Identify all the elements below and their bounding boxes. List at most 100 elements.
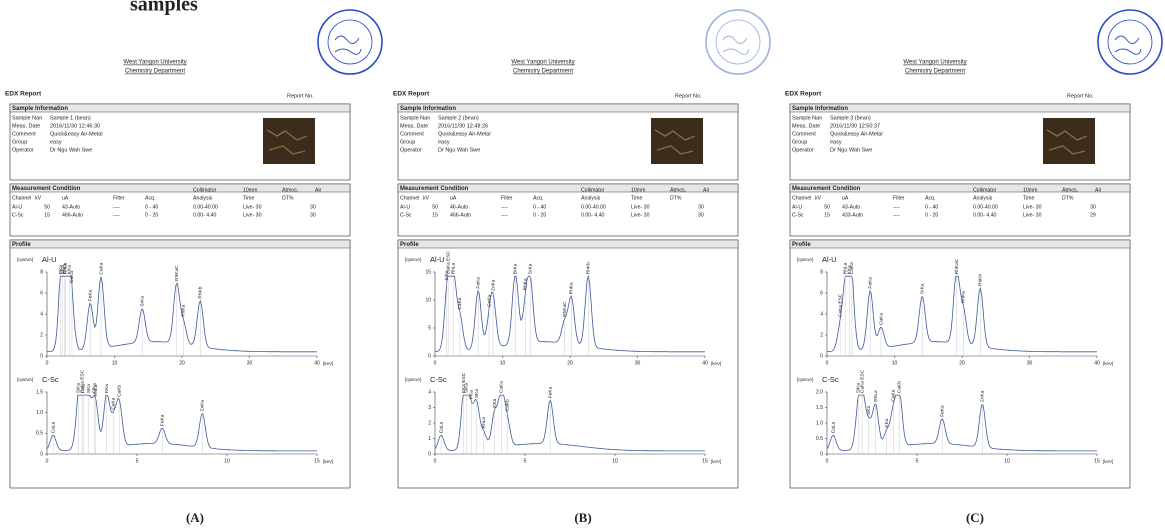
heading-fragment: samples: [130, 0, 198, 16]
sample-image: [1043, 118, 1095, 164]
column-header: Filter: [113, 195, 125, 201]
table-cell: Al-U: [12, 204, 22, 210]
peak-label: RhLa: [93, 384, 99, 396]
peak-label: CaKa: [69, 271, 75, 283]
y-tick-label: 6: [820, 290, 823, 296]
peak-label: SrKa: [527, 263, 533, 274]
peak-label: FeKa: [867, 277, 873, 289]
peak-label: CuKa: [878, 313, 884, 325]
table-cell: 30: [310, 212, 316, 218]
table-cell: 0.00- 4.40: [973, 212, 996, 218]
university: West Yangon University: [511, 60, 574, 66]
x-unit: [keV]: [323, 459, 333, 464]
peak-label: SrKa: [919, 283, 925, 294]
table-cell: 15: [432, 212, 438, 218]
table-cell: Live- 30: [1023, 212, 1042, 218]
x-tick-label: 20: [959, 360, 965, 366]
section-title: Measurement Condition: [12, 186, 81, 192]
x-tick-label: 10: [224, 458, 230, 464]
column-header: kV: [35, 195, 42, 201]
peak-label: RhKaC: [562, 301, 568, 317]
field-label: Sample Nan: [792, 115, 822, 121]
peak-label: FeKa: [159, 414, 165, 426]
table-cell: Al-U: [792, 204, 802, 210]
column-header: Channel: [400, 195, 419, 201]
field-value: Dr Ngu Wah Swe: [438, 147, 480, 153]
y-tick-label: 1.5: [36, 389, 43, 395]
peak-label: KKa: [884, 418, 890, 427]
table-cell: 0 - 20: [925, 212, 938, 218]
column-header: Filter: [893, 195, 905, 201]
x-tick-label: 0: [434, 458, 437, 464]
x-tick-label: 0: [434, 360, 437, 366]
field-label: Comment: [792, 131, 816, 137]
table-cell: 43-Auto: [842, 204, 860, 210]
field-label: Operator: [12, 147, 34, 153]
y-tick-label: 0: [820, 353, 823, 359]
x-tick-label: 30: [1027, 360, 1033, 366]
field-label: Meas. Date: [12, 123, 40, 129]
column-header: Acq.: [925, 195, 935, 201]
column-header: uA: [62, 195, 69, 201]
table-cell: ----: [893, 212, 900, 218]
peak-label: SKa: [474, 389, 480, 398]
peak-label: RhLa: [481, 417, 487, 429]
x-tick-label: 0: [46, 458, 49, 464]
table-cell: ----: [501, 212, 508, 218]
peak-label: RhKa: [569, 282, 575, 294]
y-tick-label: 0: [428, 451, 431, 457]
peak-label: PKa: [468, 390, 474, 399]
field-value: Dr Ngu Wah Swe: [830, 147, 872, 153]
x-tick-label: 5: [524, 458, 527, 464]
peak-label: KKa: [492, 398, 498, 407]
peak-label: SKa: [86, 384, 92, 393]
report-title: EDX Report: [785, 91, 822, 98]
report-title: EDX Report: [393, 91, 430, 98]
peak-label: RhKa: [181, 304, 187, 316]
table-cell: 30: [1090, 204, 1096, 210]
column-header: kV: [423, 195, 430, 201]
table-cell: 0 - 40: [533, 204, 546, 210]
measurement-extra: Collimator: [581, 187, 605, 193]
x-tick-label: 0: [826, 360, 829, 366]
x-unit: [keV]: [711, 459, 721, 464]
y-tick-label: 2.0: [816, 389, 823, 395]
x-tick-label: 0: [826, 458, 829, 464]
peak-label: FeKa: [939, 405, 945, 417]
column-header: DT%: [282, 195, 294, 201]
field-value: Quick&easy Air-Metal: [438, 131, 491, 137]
x-tick-label: 15: [1094, 458, 1100, 464]
y-tick-label: 2: [428, 420, 431, 426]
peak-label: SrKa: [139, 296, 145, 307]
y-tick-label: 1.5: [816, 405, 823, 411]
table-cell: 30: [698, 212, 704, 218]
column-header: Analysis: [581, 195, 601, 201]
peak-label: RhKaC: [174, 265, 180, 281]
x-tick-label: 15: [314, 458, 320, 464]
field-value: Sample 3 (bean): [830, 115, 871, 121]
table-cell: 433-Auto: [842, 212, 863, 218]
section-title: Measurement Condition: [400, 186, 469, 192]
y-tick-label: 4: [428, 389, 431, 395]
peak-label: CaKa ESC: [837, 293, 843, 317]
y-tick-label: 15: [425, 269, 431, 275]
x-tick-label: 20: [179, 360, 185, 366]
x-tick-label: 10: [1004, 458, 1010, 464]
peak-label: RhKa: [961, 291, 967, 303]
peak-label: FeKa: [87, 289, 93, 301]
peak-label: CaKb: [896, 381, 902, 393]
y-tick-label: 0: [428, 353, 431, 359]
report-no: Report No.: [675, 93, 702, 99]
column-header: Time: [1023, 195, 1034, 201]
y-tick-label: 2: [820, 332, 823, 338]
field-value: Sample 2 (bean): [438, 115, 479, 121]
table-cell: 0 - 20: [145, 212, 158, 218]
y-tick-label: 6: [40, 290, 43, 296]
x-tick-label: 10: [500, 360, 506, 366]
section-title: Sample Information: [400, 106, 456, 112]
x-unit: [keV]: [1103, 459, 1113, 464]
table-cell: 43-Auto: [62, 204, 80, 210]
table-cell: 30: [698, 204, 704, 210]
measurement-extra: Collimator: [193, 187, 217, 193]
column-header: Acq.: [533, 195, 543, 201]
